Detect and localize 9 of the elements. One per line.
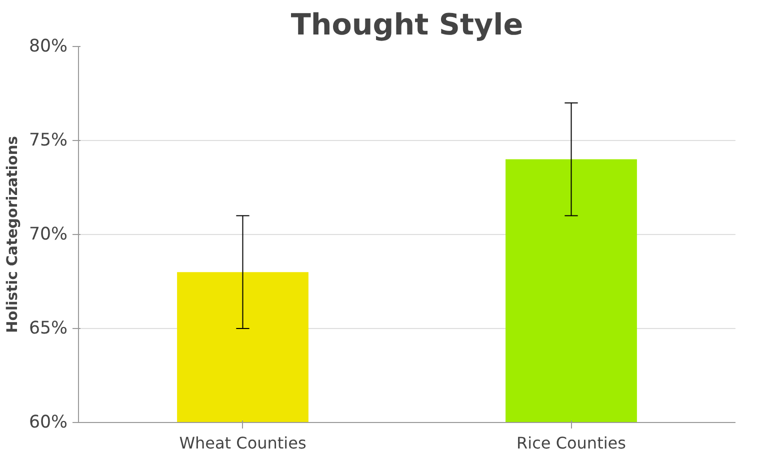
y-tick-label: 60% [28,412,68,432]
y-tick-label: 65% [28,318,68,338]
y-tick-label: 75% [28,130,68,150]
y-tick-label: 70% [28,224,68,244]
chart-title: Thought Style [290,8,524,42]
x-tick-label: Wheat Counties [179,434,306,452]
y-tick-label: 80% [28,36,68,56]
y-axis-title: Holistic Categorizations [4,136,21,334]
x-tick-label: Rice Counties [516,434,626,452]
